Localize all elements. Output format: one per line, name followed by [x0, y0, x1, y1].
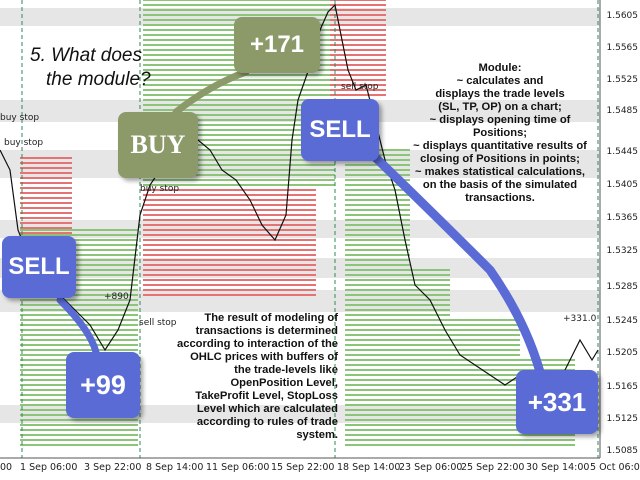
price-tick: 1.5165: [606, 382, 639, 392]
time-tick: 1 Sep 06:00: [20, 462, 78, 473]
plus-331-callout: +331: [516, 370, 598, 434]
module-line: ~ calculates and: [456, 75, 544, 87]
module-title: Module:: [478, 62, 522, 74]
module-line: (SL, TP, OP) on a chart;: [438, 101, 562, 113]
buy-stop-label: buy stop: [0, 113, 40, 123]
buy-callout: BUY: [118, 112, 198, 178]
price-tick: 1.5205: [606, 348, 639, 358]
time-tick: 15 Sep 22:00: [271, 462, 335, 473]
buy-stop-label: buy stop: [4, 138, 44, 148]
time-tick: 8 Sep 14:00: [146, 462, 204, 473]
time-tick: 5 Oct 06:00: [590, 462, 640, 473]
sell-callout-left: SELL: [2, 236, 76, 298]
plus-171-callout: +171: [234, 17, 320, 73]
module-line: ~ displays opening time of: [429, 114, 571, 126]
modeling-line: OpenPosition Level,: [230, 377, 338, 389]
heading-line: 5. What does: [30, 45, 142, 66]
module-line: displays the trade levels: [435, 88, 565, 100]
module-line: on the basis of the simulated: [422, 179, 578, 191]
arrow-sell-mid: [371, 153, 545, 377]
module-line: ~ displays quantitative results of: [413, 140, 587, 152]
modeling-line: system.: [296, 429, 338, 441]
sell-callout-mid: SELL: [301, 99, 379, 161]
modeling-line: the trade-levels like: [234, 364, 338, 376]
time-tick: 00: [0, 462, 13, 473]
modeling-line: according to rules of trade: [196, 416, 338, 428]
price-tick: 1.5245: [606, 316, 639, 326]
time-tick: 18 Sep 14:00: [337, 462, 401, 473]
modeling-description: The result of modeling of transactions i…: [150, 312, 338, 442]
price-tick: 1.5085: [606, 446, 639, 456]
plus-99-callout: +99: [66, 352, 140, 418]
arrow-buy: [172, 68, 250, 116]
price-tick: 1.5565: [606, 43, 639, 53]
sell-stop-label: sell stop: [341, 82, 379, 92]
heading-line: the module?: [46, 69, 151, 90]
modeling-line: according to interaction of the: [177, 338, 338, 350]
modeling-line: transactions is determined: [195, 325, 338, 337]
modeling-line: TakeProfit Level, StopLoss: [195, 390, 338, 402]
modeling-line: The result of modeling of: [204, 312, 338, 324]
price-tick: 1.5125: [606, 414, 639, 424]
time-tick: 25 Sep 22:00: [461, 462, 525, 473]
time-tick: 11 Sep 06:00: [206, 462, 270, 473]
module-description: Module: ~ calculates and displays the tr…: [400, 62, 600, 205]
price-tick: 1.5325: [606, 246, 639, 256]
price-tick: 1.5365: [606, 213, 639, 223]
time-tick: 3 Sep 22:00: [84, 462, 142, 473]
price-tick: 1.5525: [606, 75, 639, 85]
module-line: ~ makes statistical calculations,: [414, 166, 586, 178]
price-tick: 1.5445: [606, 147, 639, 157]
module-line: closing of Positions in points;: [420, 153, 580, 165]
modeling-line: OHLC prices with buffers of: [190, 351, 338, 363]
price-line: [0, 3, 599, 396]
price-tick: 1.5605: [606, 11, 639, 21]
buy-stop-label: buy stop: [140, 184, 180, 194]
grey-band: [0, 258, 600, 278]
section-heading: 5. What does the module?: [30, 44, 151, 92]
sell-stop-label: sell stop: [139, 318, 177, 328]
price-tick: 1.5285: [606, 282, 639, 292]
modeling-line: Level which are calculated: [196, 403, 338, 415]
arrow-sell-left: [56, 296, 100, 356]
module-line: Positions;: [472, 127, 528, 139]
time-tick: 23 Sep 06:00: [399, 462, 463, 473]
result-label: +331.0: [563, 314, 597, 324]
price-tick: 1.5405: [606, 180, 639, 190]
time-tick: 30 Sep 14:00: [526, 462, 590, 473]
result-label: +890: [104, 292, 129, 302]
price-tick: 1.5485: [606, 106, 639, 116]
module-line: transactions.: [465, 192, 535, 204]
